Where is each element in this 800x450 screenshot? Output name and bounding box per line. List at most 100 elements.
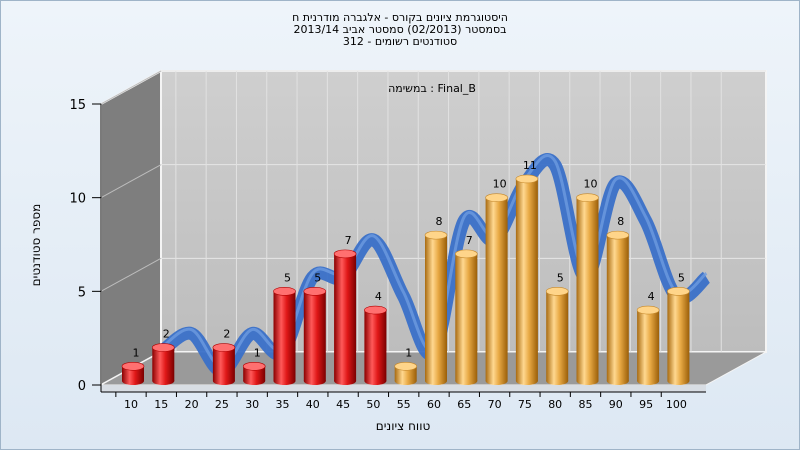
bars: 1 2 2 1 5 5 7 4 1 8 7 10 11 5 10 8 4 5 [121,159,690,385]
bar-base [364,377,387,385]
bar-top [242,361,266,371]
bar-top [394,361,418,371]
bar-top [606,230,630,240]
data-label: 10 [584,178,598,191]
x-tick-label: 85 [579,398,593,411]
bar-top [303,287,327,296]
bar-body [667,291,690,381]
x-tick-label: 15 [154,398,168,411]
bar: 4 [636,290,660,385]
data-label: 2 [223,328,230,341]
x-tick-label: 20 [185,398,199,411]
bar-top [333,249,357,259]
bar-top [121,361,145,371]
bar: 5 [273,271,296,385]
x-tick-label: 10 [124,398,138,411]
gridline-side [100,257,162,292]
bar-base [425,377,447,385]
y-axis-label: מספר סטודנטים [29,204,43,287]
bar-body [637,310,660,381]
bar-top [364,305,387,315]
gridline-side [100,70,162,105]
bar-body [212,347,235,381]
data-label: 5 [678,271,685,284]
bar-body [303,291,326,381]
bar: 10 [576,178,599,385]
bar: 7 [333,234,357,385]
bar-base [152,377,175,385]
bar-body [152,347,175,381]
x-tick-label: 95 [639,398,653,411]
x-axis-label: טווח ציונים [376,419,431,433]
bar-base [546,377,569,385]
x-tick-label: 90 [609,398,623,411]
chart-title-line-3: סטודנטים רשומים - 312 [342,35,458,48]
bar-body [273,291,296,381]
data-label: 8 [617,215,624,228]
bar-body [606,235,629,381]
bar-base [303,377,326,385]
bar: 2 [212,328,236,385]
chart-title-line-2: בסמסטר (02/2013) סמסטר אביב 2013/14 [293,23,507,36]
bar-base [273,377,296,385]
x-tick-label: 75 [518,398,532,411]
bar-top [273,287,296,296]
bar: 1 [394,346,418,385]
floor-front-edge [101,385,706,392]
x-tick-label: 40 [306,398,320,411]
x-tick-label: 70 [488,398,502,411]
bar-base [606,377,629,385]
bar-base [243,377,266,385]
data-label: 7 [466,234,473,247]
side-wall [100,69,162,387]
bar: 5 [303,271,327,385]
x-tick-label: 100 [666,398,687,411]
bar-top [485,193,508,202]
bar-base [212,377,235,385]
bar-body [546,291,569,381]
data-label: 8 [436,215,443,228]
bar-body [334,253,357,381]
bar: 1 [121,346,145,385]
y-tick-label: 10 [69,192,86,207]
bar-top [667,287,690,296]
bar-base [637,377,660,385]
bar-base [122,377,144,385]
bar-top [212,343,236,352]
bar-base [515,377,538,385]
y-tick-label: 5 [78,285,86,300]
data-label: 5 [284,271,291,284]
chart-title: היסטוגרמת ציונים בקורס - אלגברה מודרנית … [0,12,800,48]
bar-body [425,235,447,381]
y-tick-label: 15 [69,98,86,113]
bar-base [576,377,599,385]
data-label: 2 [163,328,170,341]
bar: 2 [152,328,175,385]
bar-top [545,287,569,296]
data-label: 7 [345,234,352,247]
x-tick-label: 45 [336,398,350,411]
data-label: 4 [648,290,655,303]
x-tick-label: 30 [245,398,259,411]
bar-base [667,377,690,385]
data-label: 1 [133,346,140,359]
data-label: 1 [254,346,261,359]
bar-base [394,377,417,385]
chart-title-line-1: היסטוגרמת ציונים בקורס - אלגברה מודרנית … [292,11,508,24]
data-label: 5 [314,271,321,284]
x-tick-label: 65 [457,398,471,411]
data-label: 1 [405,346,412,359]
bar-top [636,305,660,315]
bar: 4 [364,290,387,385]
inner-label: במשימה : Final_B [388,82,476,95]
y-tick-label: 0 [78,379,86,394]
bar-top [515,174,539,184]
bar-top [152,343,175,352]
x-tick-label: 35 [276,398,290,411]
bar: 1 [242,346,266,385]
bar: 11 [515,159,539,385]
bar-base [485,377,508,385]
x-tick-label: 25 [215,398,229,411]
